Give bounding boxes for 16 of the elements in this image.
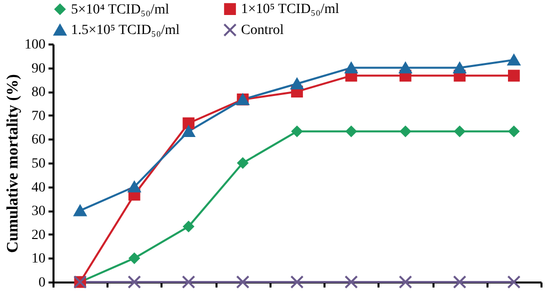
y-tick-label: 30 xyxy=(32,204,46,220)
legend-label: 1.5×10⁵ TCID₅₀/ml xyxy=(71,23,180,38)
y-tick-label: 10 xyxy=(32,252,46,267)
y-tick-label: 50 xyxy=(32,156,46,172)
y-tick-label: 20 xyxy=(32,228,46,243)
legend-label: 5×10⁴ TCID₅₀/ml xyxy=(71,2,170,18)
legend-label: 1×10⁵ TCID₅₀/ml xyxy=(241,2,340,18)
legend-label: Control xyxy=(241,23,284,38)
y-tick-label: 70 xyxy=(32,108,46,124)
y-tick-label: 100 xyxy=(24,38,46,52)
y-tick-label: 60 xyxy=(32,132,46,148)
y-tick-label: 40 xyxy=(32,180,46,196)
y-tick-label: 80 xyxy=(32,85,46,100)
y-axis-title: Cumulative mortality (%) xyxy=(4,74,22,253)
y-tick-label: 90 xyxy=(32,61,46,76)
y-tick-label: 0 xyxy=(38,276,46,290)
